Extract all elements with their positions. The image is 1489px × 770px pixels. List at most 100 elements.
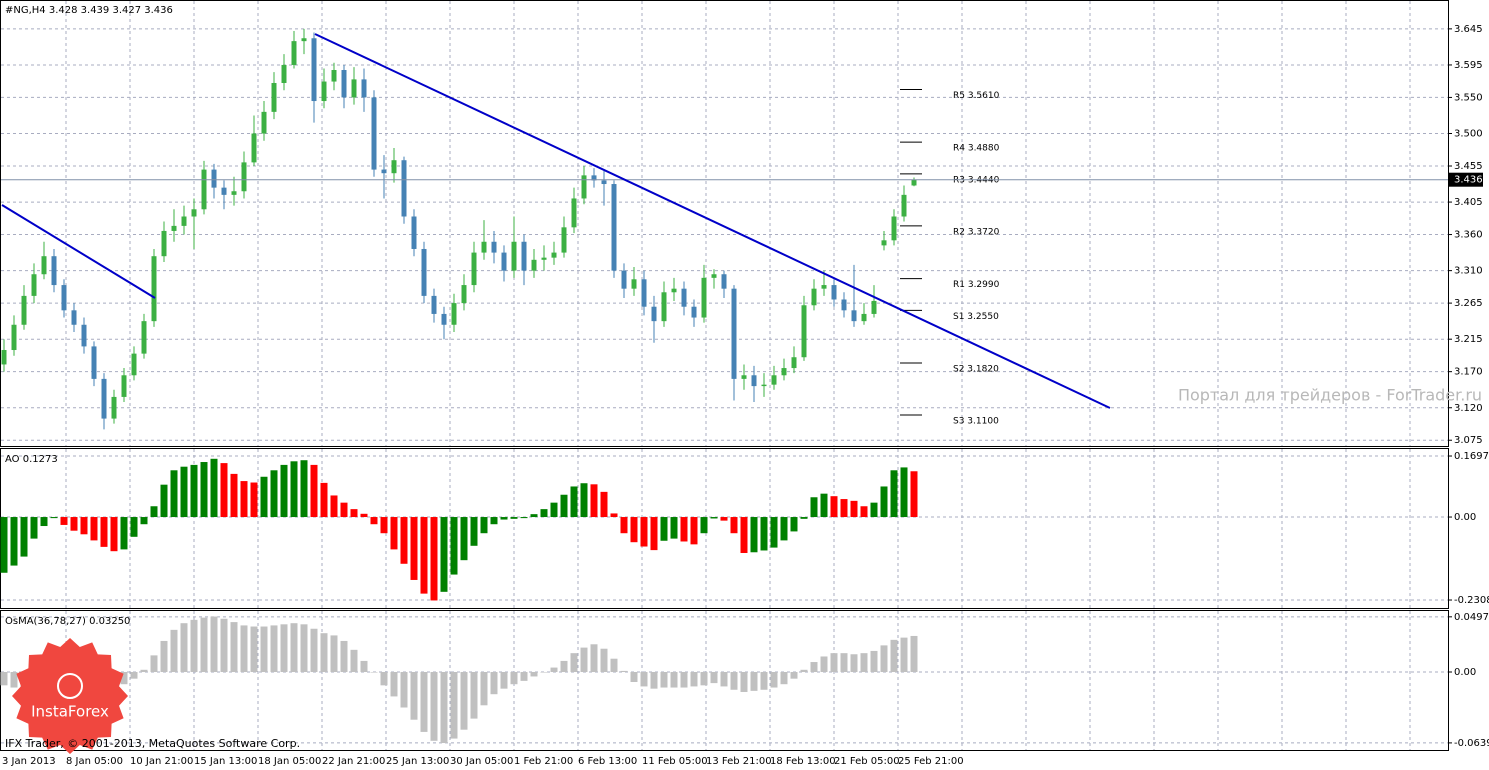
candle-body [271, 82, 277, 112]
candle-body [861, 313, 867, 322]
histogram-bar [670, 672, 678, 688]
candle-body [461, 285, 467, 304]
x-tick-label: 18 Jan 05:00 [258, 756, 321, 767]
candle-body [411, 216, 417, 249]
candle-body [221, 187, 227, 195]
candle-body [901, 194, 907, 217]
histogram-bar [160, 640, 168, 673]
histogram-bar [740, 672, 748, 692]
histogram-bar [880, 486, 888, 518]
histogram-bar [310, 628, 318, 673]
histogram-bar [500, 672, 508, 689]
logo-icon [57, 673, 83, 699]
histogram-bar [870, 650, 878, 673]
candle-body [541, 257, 547, 260]
histogram-bar [500, 517, 508, 520]
candle-body [41, 256, 47, 275]
histogram-bar [620, 517, 628, 534]
histogram-bar [410, 672, 418, 720]
candle-body [681, 288, 687, 307]
histogram-bar [170, 470, 178, 518]
candle-body [281, 64, 287, 83]
histogram-bar [590, 484, 598, 518]
candle-body [611, 184, 617, 271]
histogram-bar [180, 623, 188, 673]
y-tick-label: 0.00 [1454, 667, 1476, 678]
candle-body [291, 41, 297, 65]
histogram-bar [660, 672, 668, 688]
histogram-bar [280, 624, 288, 673]
x-tick-label: 25 Feb 21:00 [898, 756, 964, 767]
candle-body [841, 299, 847, 311]
histogram-bar [200, 462, 208, 518]
histogram-bar [60, 517, 68, 525]
histogram-bar [170, 629, 178, 673]
x-tick-label: 30 Jan 05:00 [450, 756, 513, 767]
candle-body [601, 180, 607, 185]
histogram-bar [440, 517, 448, 592]
histogram-bar [330, 635, 338, 673]
x-tick-label: 15 Jan 13:00 [194, 756, 257, 767]
candle-body [641, 279, 647, 307]
x-tick-label: 10 Jan 21:00 [130, 756, 193, 767]
candle-body [81, 324, 87, 347]
candle-body [101, 378, 107, 419]
histogram-bar [460, 672, 468, 730]
pivot-label: R5 3.5610 [953, 91, 1000, 101]
histogram-bar [0, 672, 8, 686]
candle-body [31, 274, 37, 296]
histogram-bar [290, 623, 298, 673]
histogram-bar [680, 517, 688, 542]
histogram-bar [840, 653, 848, 673]
candle-body [321, 81, 327, 102]
histogram-bar [910, 471, 918, 518]
candle-body [181, 216, 187, 226]
histogram-bar [610, 658, 618, 673]
histogram-bar [600, 648, 608, 673]
histogram-bar [240, 625, 248, 673]
histogram-bar [900, 637, 908, 673]
histogram-bar [650, 517, 658, 551]
last-price-box [1449, 172, 1483, 187]
candle-body [141, 321, 147, 354]
histogram-bar [380, 672, 388, 686]
histogram-bar [310, 464, 318, 518]
histogram-bar [320, 482, 328, 518]
histogram-bar [370, 517, 378, 525]
y-tick-label: 3.075 [1454, 435, 1483, 446]
candle-body [871, 300, 877, 314]
y-tick-label: 3.405 [1454, 197, 1483, 208]
histogram-bar [780, 672, 788, 685]
y-tick-label: -0.2308 [1454, 595, 1489, 606]
histogram-bar [540, 672, 548, 673]
y-tick-label: 3.360 [1454, 230, 1483, 241]
x-tick-label: 13 Feb 21:00 [706, 756, 772, 767]
price-panel [0, 0, 1449, 447]
histogram-bar [230, 622, 238, 673]
histogram-bar [130, 517, 138, 537]
histogram-bar [630, 517, 638, 543]
candle-body [351, 79, 357, 98]
y-tick-label: 3.120 [1454, 403, 1483, 414]
histogram-bar [70, 517, 78, 531]
histogram-bar [200, 617, 208, 673]
indicator-title: AO 0.1273 [5, 454, 58, 465]
histogram-bar [700, 517, 708, 534]
histogram-bar [490, 517, 498, 525]
candle-body [341, 70, 347, 98]
candle-body [21, 295, 27, 325]
x-tick-label: 21 Feb 05:00 [834, 756, 900, 767]
histogram-bar [10, 517, 18, 566]
candle-body [251, 133, 257, 163]
histogram-bar [210, 458, 218, 518]
histogram-bar [90, 517, 98, 541]
histogram-bar [900, 467, 908, 518]
candle-body [571, 198, 577, 228]
candle-body [551, 252, 557, 258]
candle-body [531, 259, 537, 271]
x-tick-label: 22 Jan 21:00 [322, 756, 385, 767]
histogram-bar [800, 517, 808, 519]
y-tick-label: 3.595 [1454, 60, 1483, 71]
histogram-bar [450, 672, 458, 739]
candle-body [171, 225, 177, 231]
